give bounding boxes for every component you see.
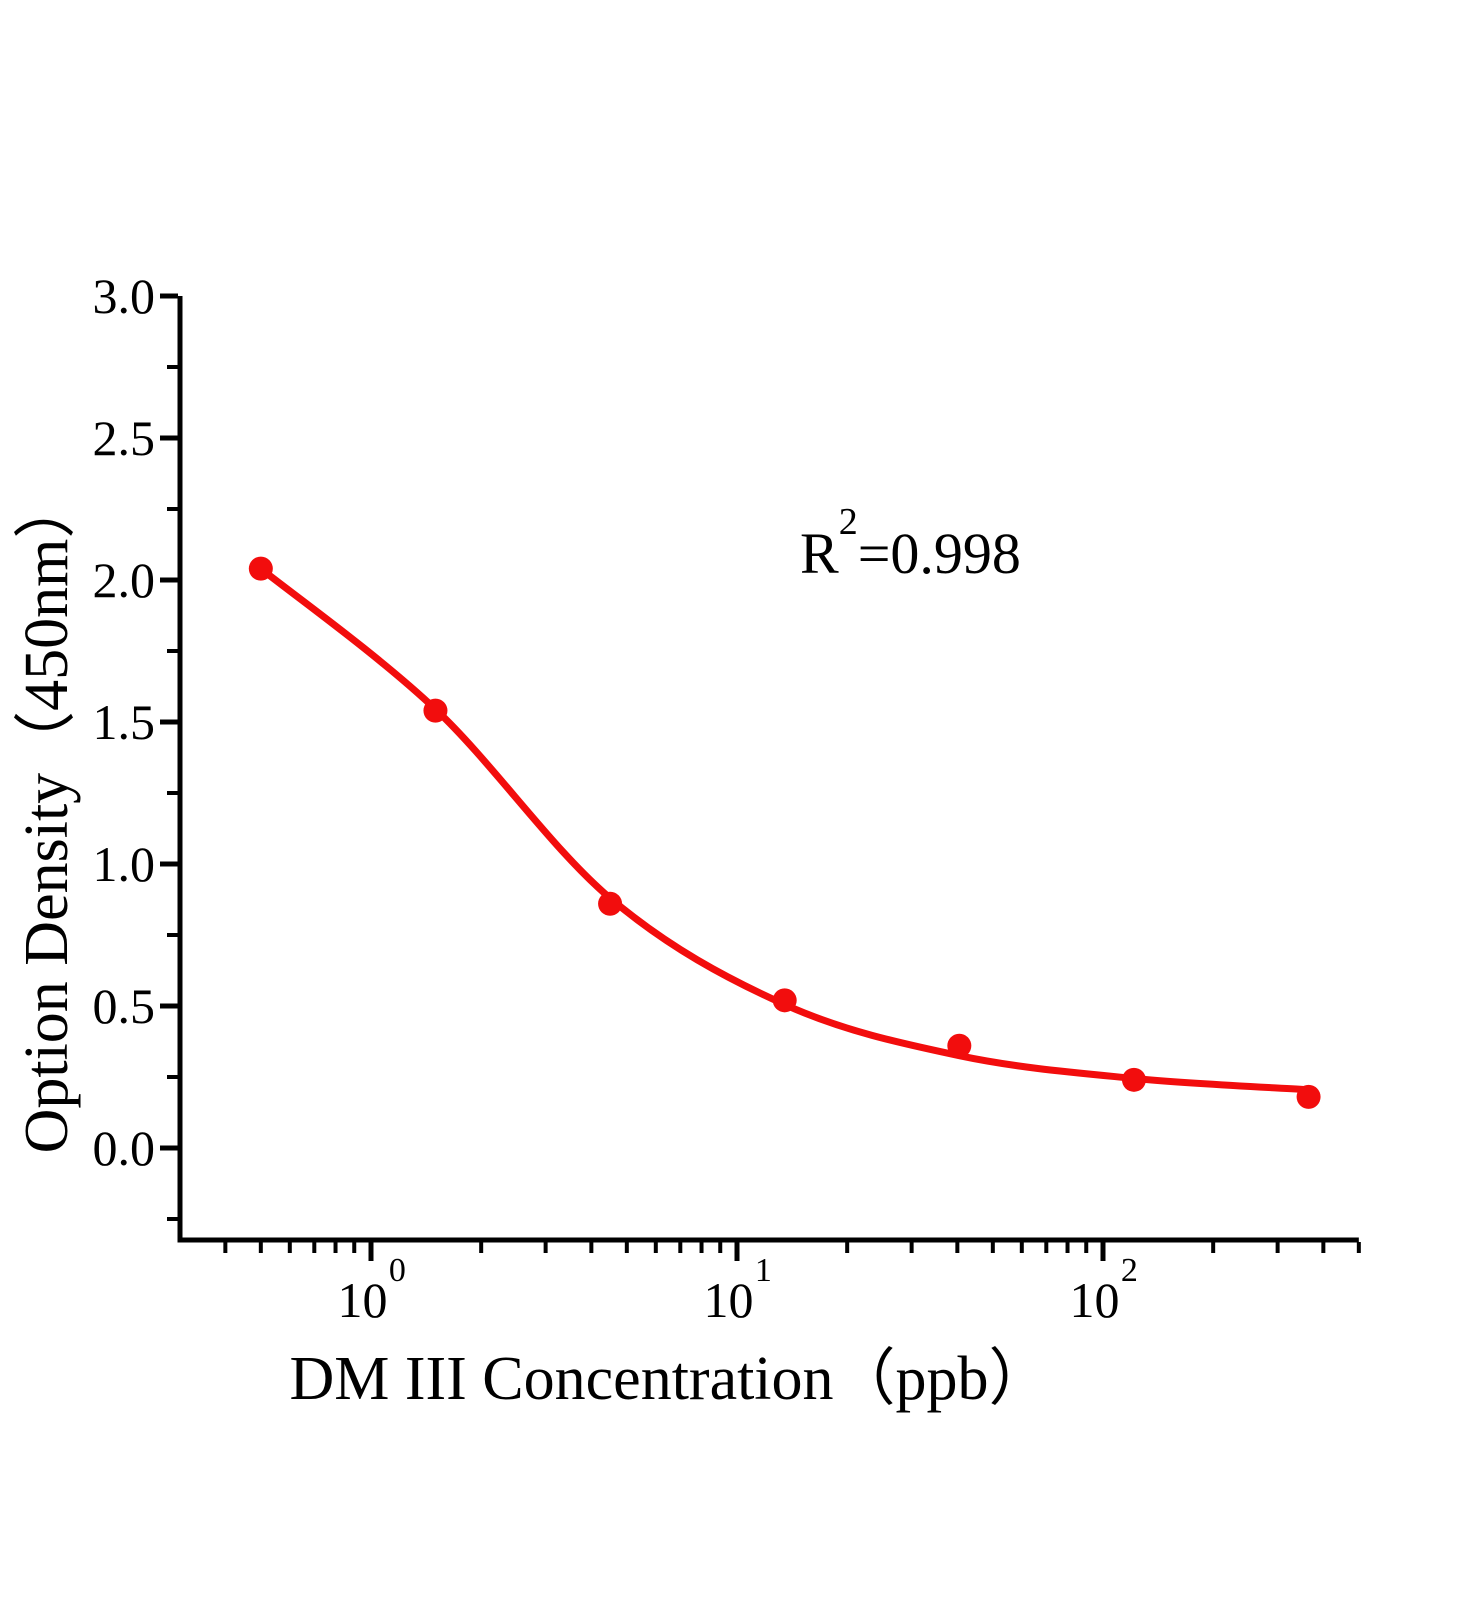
- x-tick-base: 10: [1069, 1272, 1120, 1328]
- y-tick-label: 3.0: [92, 268, 156, 324]
- data-point: [772, 988, 797, 1013]
- r-squared-exponent: 2: [838, 500, 858, 543]
- x-axis-title: DM III Concentration（ppb）: [289, 1345, 1051, 1413]
- y-tick-label: 2.5: [92, 410, 156, 466]
- x-tick-exponent: 2: [1120, 1251, 1138, 1289]
- y-tick-label: 0.5: [92, 978, 156, 1034]
- r-squared-base: R: [800, 521, 839, 586]
- y-tick-label: 1.5: [92, 694, 156, 750]
- data-point: [1121, 1067, 1146, 1092]
- x-tick-label: 100: [337, 1253, 406, 1328]
- r-squared-annotation: R2=0.998: [800, 503, 1021, 586]
- r-squared-value: =0.998: [857, 521, 1021, 586]
- x-tick-exponent: 0: [388, 1251, 406, 1289]
- x-tick-exponent: 1: [754, 1251, 772, 1289]
- data-point: [598, 891, 623, 916]
- x-tick-label: 101: [703, 1253, 772, 1328]
- data-point: [423, 698, 448, 723]
- y-tick-label: 0.0: [92, 1120, 156, 1176]
- x-tick-base: 10: [337, 1272, 388, 1328]
- data-point: [248, 556, 273, 581]
- y-tick-label: 1.0: [92, 836, 156, 892]
- y-tick-label: 2.0: [92, 552, 156, 608]
- x-tick-base: 10: [703, 1272, 754, 1328]
- x-tick-label: 102: [1069, 1253, 1138, 1328]
- data-point: [1296, 1084, 1321, 1109]
- data-point: [947, 1033, 972, 1058]
